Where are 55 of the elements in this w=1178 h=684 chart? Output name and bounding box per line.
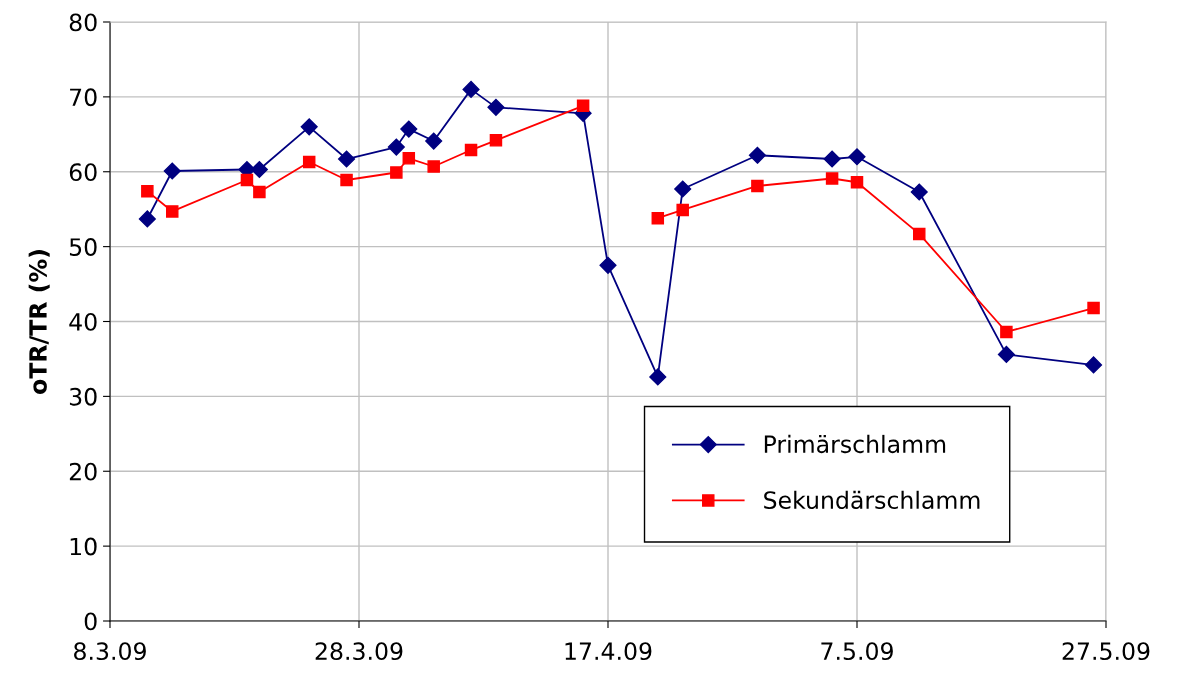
point — [240, 173, 254, 187]
point — [748, 146, 766, 164]
point — [462, 80, 480, 98]
point — [1087, 301, 1100, 315]
legend-label: Sekundärschlamm — [764, 490, 980, 510]
point — [390, 166, 403, 179]
y-tick-label: 40 — [69, 312, 97, 331]
y-tick-label: 60 — [69, 163, 97, 182]
x-tick-label: 28.3.09 — [315, 642, 403, 661]
y-tick-label: 0 — [84, 612, 97, 631]
point — [487, 98, 505, 116]
point — [302, 155, 316, 169]
y-tick-label: 10 — [70, 537, 97, 556]
y-tick-label: 80 — [69, 13, 97, 32]
point — [751, 179, 764, 193]
y-tick-label: 50 — [69, 238, 97, 256]
point — [400, 120, 418, 138]
point — [997, 345, 1015, 363]
point — [340, 173, 353, 187]
point — [1084, 356, 1103, 374]
y-axis-title: oTR/TR (%) — [28, 250, 50, 394]
y-tick-label: 70 — [70, 88, 97, 107]
point — [825, 172, 839, 185]
point — [910, 183, 928, 201]
point — [823, 150, 841, 168]
point — [489, 134, 503, 147]
point — [253, 185, 266, 199]
point — [848, 148, 866, 166]
x-tick-label: 27.5.09 — [1062, 642, 1150, 661]
point — [425, 132, 443, 150]
x-tick-label: 7.5.09 — [821, 642, 893, 661]
legend-label: Primärschlamm — [764, 434, 946, 454]
point — [387, 138, 405, 156]
point — [141, 184, 154, 198]
point — [165, 205, 179, 218]
point — [464, 143, 478, 157]
point — [402, 152, 416, 165]
y-tick-label: 30 — [69, 387, 97, 406]
point — [674, 180, 692, 198]
point — [300, 118, 318, 136]
point — [651, 211, 665, 225]
point — [850, 175, 864, 189]
point — [576, 99, 590, 113]
point — [163, 162, 181, 180]
point — [1000, 325, 1013, 339]
y-tick-label: 20 — [69, 462, 97, 481]
point — [676, 203, 689, 217]
point — [649, 368, 667, 386]
point — [138, 210, 156, 228]
point — [337, 150, 356, 168]
x-tick-label: 17.4.09 — [565, 642, 652, 661]
point — [912, 227, 926, 241]
point — [427, 160, 440, 173]
point — [599, 256, 617, 274]
x-tick-label: 8.3.09 — [74, 642, 146, 661]
